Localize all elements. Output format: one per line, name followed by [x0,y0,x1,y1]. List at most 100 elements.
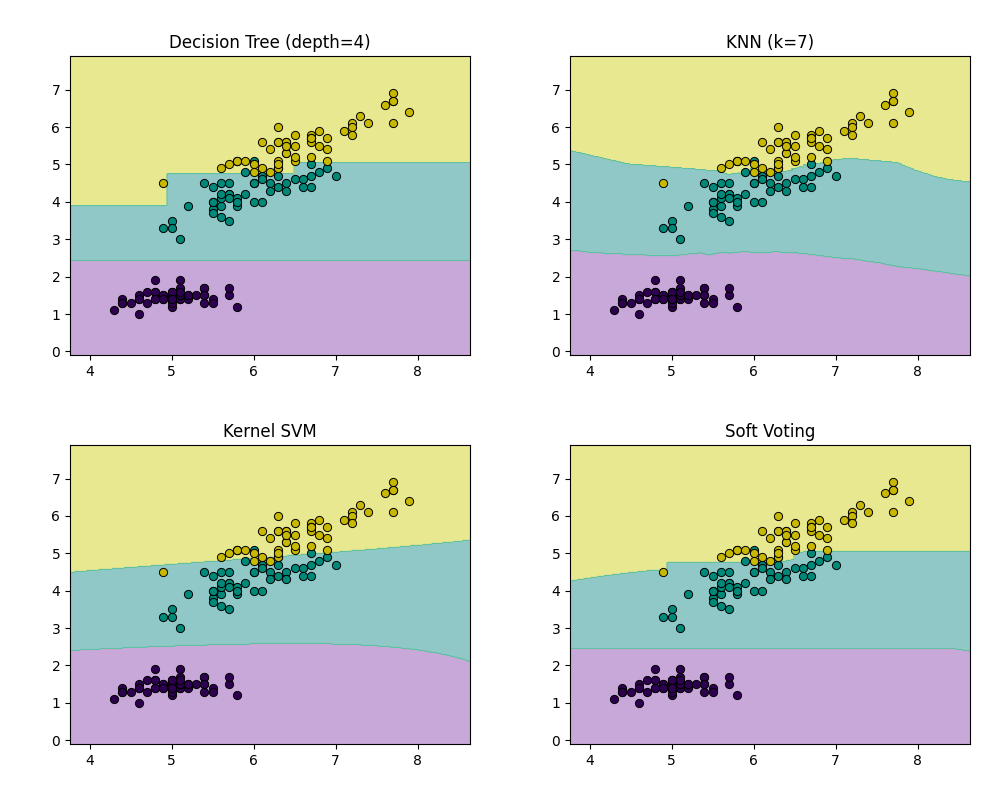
Point [205,584,221,597]
Point [270,162,286,174]
Point [319,550,335,563]
Point [287,528,303,541]
Point [262,573,278,586]
Point [729,581,745,594]
Point [762,566,778,578]
Point [180,682,196,694]
Point [770,525,786,538]
Point [655,222,671,234]
Point [639,285,655,298]
Point [664,674,680,687]
Point [606,693,622,706]
Point [803,547,819,560]
Point [131,678,147,690]
Point [803,135,819,149]
Point [680,588,696,601]
Point [778,147,794,160]
Point [164,682,180,694]
Point [254,558,270,571]
Point [664,678,680,690]
Point [705,296,721,309]
Point [196,686,212,698]
Point [155,678,171,690]
Point [696,670,712,683]
Point [172,289,188,302]
Point [311,166,327,178]
Point [270,525,286,538]
Point [221,289,237,302]
Point [213,550,229,563]
Point [787,539,803,552]
Point [705,206,721,219]
Point [262,532,278,545]
Point [172,282,188,294]
Point [303,170,319,182]
Point [229,154,245,167]
Point [221,214,237,227]
Point [705,570,721,582]
Point [172,285,188,298]
Point [213,581,229,594]
Point [803,517,819,530]
Point [246,158,262,171]
Point [819,550,835,563]
Point [778,139,794,152]
Point [221,188,237,201]
Point [278,573,294,586]
Point [664,285,680,298]
Point [303,521,319,534]
Point [721,581,737,594]
Point [303,539,319,552]
Point [254,170,270,182]
Point [672,622,688,634]
Point [278,528,294,541]
Point [164,689,180,702]
Point [385,483,401,496]
Point [803,132,819,145]
Point [139,686,155,698]
Point [385,87,401,100]
Point [762,166,778,178]
Point [762,143,778,156]
Point [729,689,745,702]
Point [221,547,237,560]
Point [278,566,294,578]
Point [246,566,262,578]
Point [705,595,721,608]
Point [631,307,647,320]
Point [319,143,335,156]
Point [385,506,401,518]
Point [278,135,294,149]
Point [746,177,762,190]
Point [746,177,762,190]
Point [262,177,278,190]
Point [270,158,286,171]
Point [270,525,286,538]
Point [778,147,794,160]
Point [754,170,770,182]
Point [377,98,393,111]
Point [664,289,680,302]
Point [287,539,303,552]
Title: Soft Voting: Soft Voting [725,422,815,441]
Point [180,289,196,302]
Point [172,622,188,634]
Point [713,162,729,174]
Point [614,686,630,698]
Point [229,154,245,167]
Point [721,188,737,201]
Point [754,558,770,571]
Point [213,566,229,578]
Point [295,562,311,574]
Point [647,293,663,306]
Point [147,285,163,298]
Point [754,195,770,208]
Point [721,214,737,227]
Point [270,550,286,563]
Point [270,181,286,194]
Point [270,558,286,571]
Point [303,181,319,194]
Point [770,135,786,149]
Point [180,199,196,212]
Point [319,132,335,145]
